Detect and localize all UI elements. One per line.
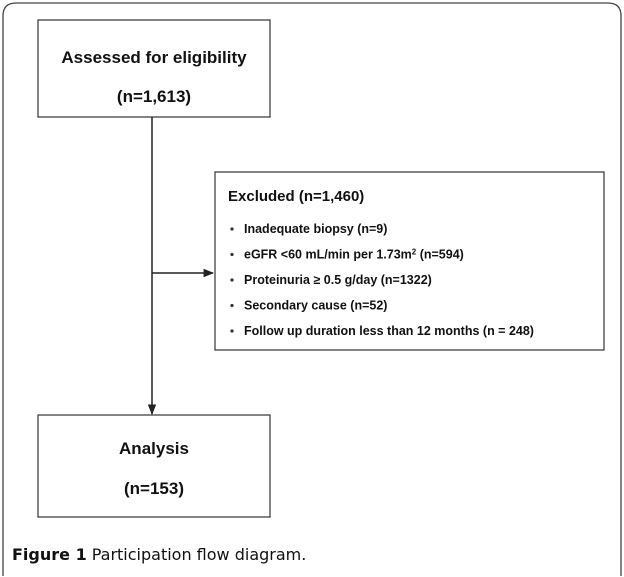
assessed-count: (n=1,613) (117, 87, 191, 106)
excluded-item: eGFR <60 mL/min per 1.73m2 (n=594) (244, 247, 464, 262)
assessed-box (37, 19, 271, 118)
bullet (230, 303, 234, 308)
bullet (230, 252, 234, 257)
excluded-item: Proteinuria ≥ 0.5 g/day (n=1322) (244, 273, 432, 287)
excluded-title: Excluded (n=1,460) (228, 188, 364, 205)
bullet (230, 278, 234, 282)
bullet (230, 227, 234, 231)
assessed-title: Assessed for eligibility (61, 48, 247, 67)
caption-text: Participation flow diagram. (92, 545, 307, 564)
item-text: Proteinuria ≥ 0.5 g/day (n=1322) (244, 273, 432, 287)
analysis-title: Analysis (119, 439, 189, 458)
item-text: eGFR <60 mL/min per 1.73m (244, 248, 412, 262)
item-text: 2 (412, 247, 417, 256)
excluded-box (214, 171, 605, 351)
excluded-item: Inadequate biopsy (n=9) (244, 222, 387, 236)
caption: Figure 1 Participation flow diagram. (12, 545, 306, 564)
analysis-count: (n=153) (124, 479, 184, 498)
item-text: Secondary cause (n=52) (244, 299, 387, 313)
excluded-list: Inadequate biopsy (n=9) eGFR <60 mL/min p… (230, 222, 534, 338)
excluded-item: Follow up duration less than 12 months (… (244, 324, 534, 338)
caption-label: Figure 1 (12, 545, 87, 564)
item-text: (n=594) (416, 248, 464, 262)
bullet (230, 329, 234, 333)
analysis-box (37, 414, 271, 518)
item-text: Follow up duration less than 12 months (… (244, 324, 534, 338)
excluded-item: Secondary cause (n=52) (244, 299, 387, 313)
item-text: Inadequate biopsy (n=9) (244, 222, 387, 236)
